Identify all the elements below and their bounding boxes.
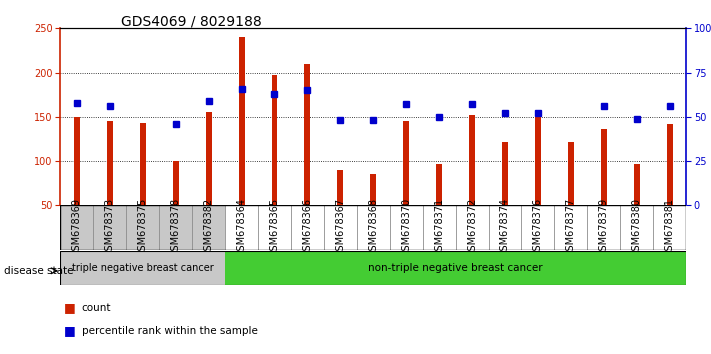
Text: GSM678379: GSM678379 xyxy=(599,198,609,257)
Bar xyxy=(555,205,587,250)
Bar xyxy=(456,205,488,250)
Bar xyxy=(422,205,456,250)
Bar xyxy=(370,175,376,205)
Bar xyxy=(502,142,508,205)
Bar xyxy=(173,161,178,205)
Text: GSM678382: GSM678382 xyxy=(203,198,213,257)
Bar xyxy=(601,129,606,205)
Text: ■: ■ xyxy=(64,325,76,337)
Bar xyxy=(192,205,225,250)
Bar xyxy=(469,115,475,205)
Bar xyxy=(436,164,442,205)
Bar xyxy=(60,205,93,250)
Text: GSM678375: GSM678375 xyxy=(138,198,148,257)
Bar xyxy=(338,170,343,205)
Bar xyxy=(225,251,686,285)
Bar xyxy=(653,205,686,250)
Bar xyxy=(258,205,291,250)
Text: GSM678380: GSM678380 xyxy=(631,198,642,257)
Bar xyxy=(568,142,574,205)
Bar xyxy=(587,205,620,250)
Bar xyxy=(239,37,245,205)
Bar xyxy=(403,121,409,205)
Bar xyxy=(390,205,422,250)
Bar xyxy=(159,205,192,250)
Bar xyxy=(291,205,324,250)
Bar xyxy=(634,164,640,205)
Text: GSM678381: GSM678381 xyxy=(665,198,675,257)
Text: GSM678367: GSM678367 xyxy=(336,198,346,257)
Text: non-triple negative breast cancer: non-triple negative breast cancer xyxy=(368,263,543,273)
Bar xyxy=(60,251,225,285)
Bar xyxy=(357,205,390,250)
Text: count: count xyxy=(82,303,111,313)
Text: GSM678365: GSM678365 xyxy=(269,198,279,257)
Text: GSM678364: GSM678364 xyxy=(237,198,247,257)
Bar xyxy=(272,75,277,205)
Bar xyxy=(667,124,673,205)
Bar xyxy=(127,205,159,250)
Text: GSM678377: GSM678377 xyxy=(566,198,576,257)
Text: GSM678370: GSM678370 xyxy=(401,198,411,257)
Text: GSM678373: GSM678373 xyxy=(105,198,115,257)
Text: GSM678376: GSM678376 xyxy=(533,198,543,257)
Text: GDS4069 / 8029188: GDS4069 / 8029188 xyxy=(121,14,262,28)
Bar xyxy=(521,205,555,250)
Text: triple negative breast cancer: triple negative breast cancer xyxy=(72,263,213,273)
Bar xyxy=(324,205,357,250)
Bar xyxy=(140,123,146,205)
Text: percentile rank within the sample: percentile rank within the sample xyxy=(82,326,257,336)
Bar xyxy=(93,205,127,250)
Text: disease state: disease state xyxy=(4,266,73,276)
Bar xyxy=(304,64,311,205)
Text: GSM678372: GSM678372 xyxy=(467,198,477,257)
Text: ■: ■ xyxy=(64,302,76,314)
Bar xyxy=(535,117,541,205)
Bar xyxy=(205,113,212,205)
Text: GSM678378: GSM678378 xyxy=(171,198,181,257)
Bar xyxy=(225,205,258,250)
Bar xyxy=(488,205,521,250)
Bar xyxy=(620,205,653,250)
Text: GSM678371: GSM678371 xyxy=(434,198,444,257)
Bar xyxy=(74,117,80,205)
Bar xyxy=(107,121,113,205)
Text: GSM678374: GSM678374 xyxy=(500,198,510,257)
Text: GSM678368: GSM678368 xyxy=(368,198,378,257)
Text: GSM678369: GSM678369 xyxy=(72,198,82,257)
Text: GSM678366: GSM678366 xyxy=(302,198,312,257)
